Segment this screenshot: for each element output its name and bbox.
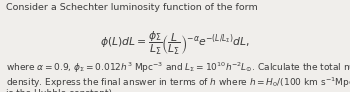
Text: $\phi(L)dL = \dfrac{\phi_{\Sigma}}{L_{\Sigma}} \left(\dfrac{L}{L_{\Sigma}}\right: $\phi(L)dL = \dfrac{\phi_{\Sigma}}{L_{\S… <box>100 29 250 57</box>
Text: Consider a Schechter luminosity function of the form: Consider a Schechter luminosity function… <box>6 3 258 12</box>
Text: where $\alpha = 0.9$, $\phi_{\Sigma} = 0.012h^3$ Mpc$^{-3}$ and $L_{\Sigma} = 10: where $\alpha = 0.9$, $\phi_{\Sigma} = 0… <box>6 61 350 75</box>
Text: is the Hubble constant).: is the Hubble constant). <box>6 89 115 92</box>
Text: density. Express the final answer in terms of $h$ where $h = H_0/(100$ km s$^{-1: density. Express the final answer in ter… <box>6 75 350 90</box>
